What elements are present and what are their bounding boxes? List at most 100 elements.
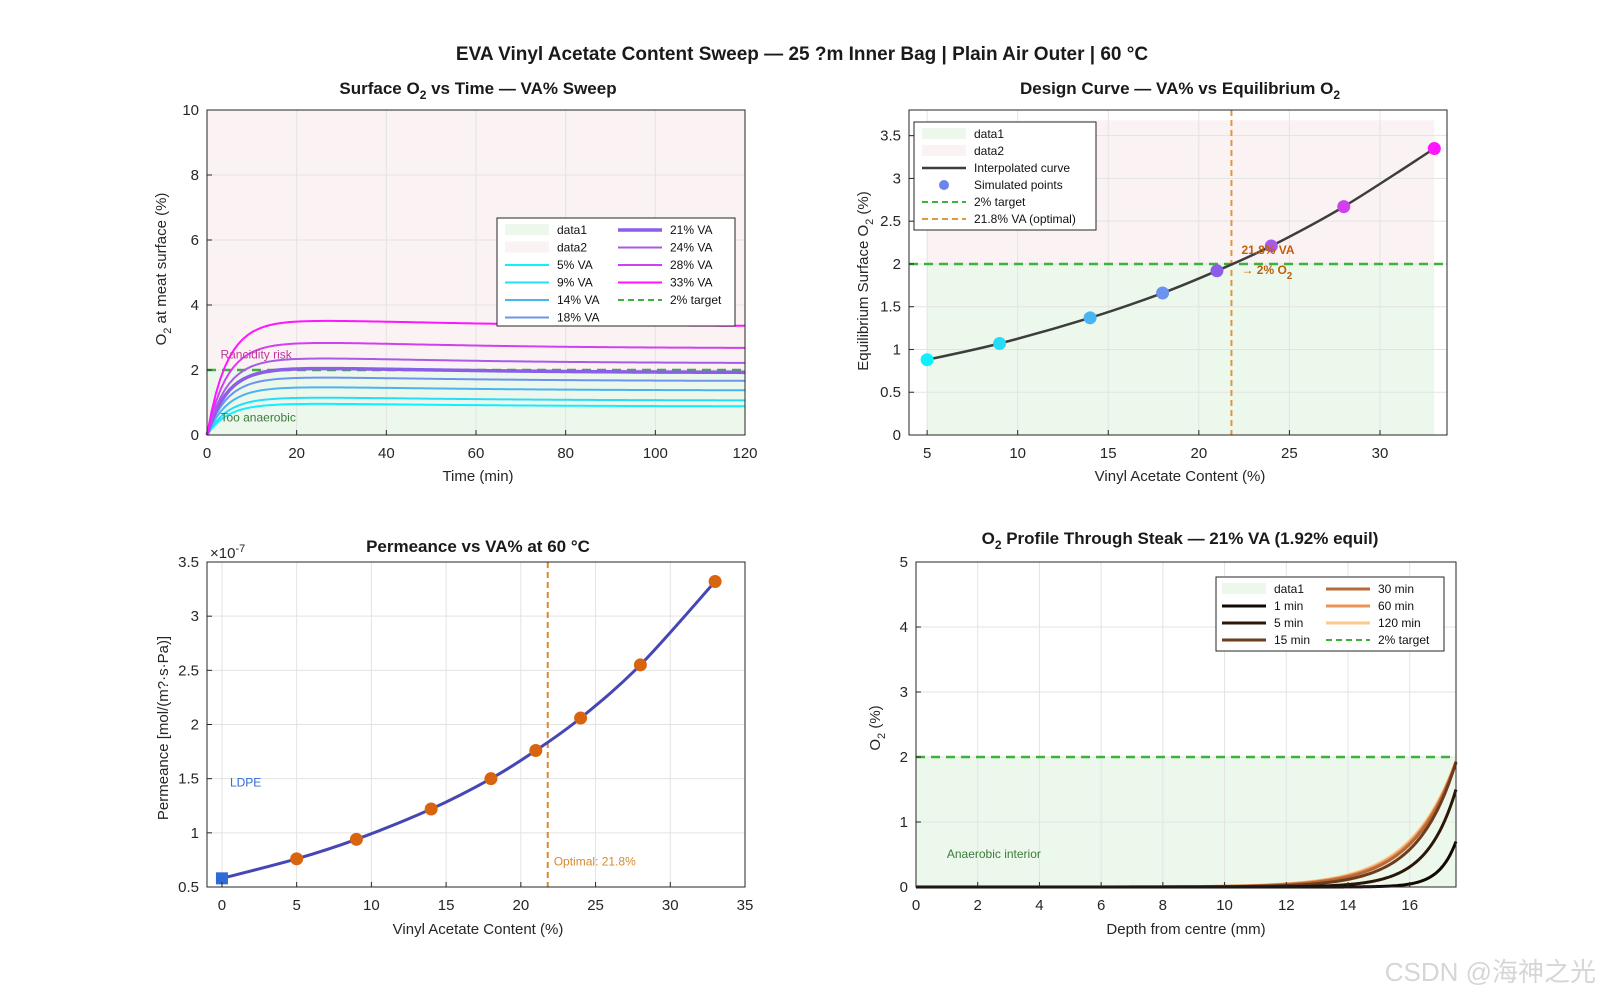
figure-suptitle: EVA Vinyl Acetate Content Sweep — 25 ?m … <box>456 44 1148 65</box>
p2-xtick-label: 20 <box>1190 445 1207 462</box>
p3-eva-point <box>349 832 363 846</box>
p4-title: O2 Profile Through Steak — 21% VA (1.92%… <box>982 529 1379 552</box>
p1-ytick-label: 2 <box>191 362 199 379</box>
p2-callout-subscript: 2 <box>1287 271 1293 282</box>
p2-legend-patch <box>922 128 966 139</box>
p2-xtick-label: 30 <box>1372 445 1389 462</box>
p2-legend-label: 2% target <box>974 195 1026 209</box>
p4-xlabel: Depth from centre (mm) <box>1106 921 1265 938</box>
p1-xtick-label: 20 <box>288 445 305 462</box>
p3-optimal-label: Optimal: 21.8% <box>554 854 636 868</box>
p4-xtick-label: 10 <box>1216 897 1233 914</box>
p2-simulated-point <box>920 353 934 367</box>
p4-axes-box <box>915 561 1457 888</box>
p4-legend-label: 120 min <box>1378 616 1421 630</box>
p2-title: Design Curve — VA% vs Equilibrium O2 <box>1020 79 1340 102</box>
p3-ytick-label: 1 <box>191 825 199 842</box>
p1-ytick-label: 0 <box>191 427 199 444</box>
p4-legend-label: data1 <box>1274 582 1304 596</box>
p1-legend-label: 18% VA <box>557 311 599 325</box>
panel-design-curve: Design Curve — VA% vs Equilibrium O2 21.… <box>855 79 1448 485</box>
p1-xlabel: Time (min) <box>442 468 513 485</box>
p1-legend-label: data2 <box>557 241 587 255</box>
p3-xtick-label: 10 <box>363 897 380 914</box>
p2-simulated-point <box>1156 286 1170 300</box>
p3-eva-point <box>424 802 438 816</box>
p1-legend-label: 24% VA <box>670 241 712 255</box>
p2-ytick-label: 1.5 <box>880 299 901 316</box>
p4-legend-patch <box>1222 583 1266 594</box>
p2-legend-label: Simulated points <box>974 178 1063 192</box>
p3-ldpe-marker <box>215 872 228 885</box>
p2-legend <box>913 121 1097 231</box>
p1-series-line <box>206 402 746 436</box>
p1-xtick-label: 100 <box>643 445 668 462</box>
p1-xtick-label: 40 <box>378 445 395 462</box>
p2-xlabel: Vinyl Acetate Content (%) <box>1095 468 1266 485</box>
p3-xtick-label: 25 <box>587 897 604 914</box>
p3-eva-point <box>574 711 588 725</box>
p1-annotation: Too anaerobic <box>220 410 295 424</box>
p1-legend-label: 21% VA <box>670 223 712 237</box>
watermark: CSDN @海神之光 <box>1385 957 1596 987</box>
p4-anaerobic-label: Anaerobic interior <box>947 847 1041 861</box>
p2-simulated-point <box>1210 264 1224 278</box>
p3-xtick-label: 5 <box>292 897 300 914</box>
p2-ytick-label: 3 <box>893 170 901 187</box>
p4-ytick-label: 0 <box>900 879 908 896</box>
p4-xtick-label: 16 <box>1401 897 1418 914</box>
p1-legend-label: 28% VA <box>670 258 712 272</box>
p3-ytick-label: 2 <box>191 717 199 734</box>
p3-ytick-label: 0.5 <box>178 879 199 896</box>
p4-legend-label: 2% target <box>1378 633 1430 647</box>
p4-ylabel: O2 (%) <box>867 705 888 750</box>
p2-legend-label: data2 <box>974 144 1004 158</box>
panel-o2-profile: O2 Profile Through Steak — 21% VA (1.92%… <box>867 529 1458 938</box>
p3-eva-point <box>484 772 498 786</box>
p2-ytick-label: 0.5 <box>880 384 901 401</box>
p3-xtick-label: 30 <box>662 897 679 914</box>
p4-ytick-label: 5 <box>900 554 908 571</box>
p3-xlabel: Vinyl Acetate Content (%) <box>393 921 564 938</box>
p4-xtick-label: 0 <box>912 897 920 914</box>
p3-permeance-curve <box>221 580 717 880</box>
p3-eva-point <box>708 575 722 588</box>
p2-legend-label: data1 <box>974 127 1004 141</box>
p4-xtick-label: 6 <box>1097 897 1105 914</box>
p4-xtick-label: 14 <box>1340 897 1357 914</box>
p3-eva-point <box>290 852 304 866</box>
p1-series-line <box>206 396 745 436</box>
p2-simulated-point <box>1264 239 1278 253</box>
p1-legend-label: 33% VA <box>670 276 712 290</box>
p2-legend-patch <box>922 145 966 156</box>
p3-xtick-label: 20 <box>512 897 529 914</box>
p2-legend-label: 21.8% VA (optimal) <box>974 212 1076 226</box>
p2-ytick-label: 2 <box>893 256 901 273</box>
p3-xtick-label: 15 <box>438 897 455 914</box>
p2-legend-label: Interpolated curve <box>974 161 1070 175</box>
p3-ytick-label: 3.5 <box>178 554 199 571</box>
p1-xtick-label: 60 <box>468 445 485 462</box>
p1-ylabel: O2 at meat surface (%) <box>153 193 174 346</box>
p2-simulated-point <box>1083 311 1097 325</box>
p3-ytick-label: 1.5 <box>178 771 199 788</box>
p3-exponent: ×10-7 <box>210 543 245 562</box>
panel-permeance-vs-va: Permeance vs VA% at 60 °C LDPE Optimal: 2… <box>155 537 753 938</box>
p1-legend-patch <box>505 241 549 253</box>
p1-series-line <box>206 386 746 436</box>
p3-title: Permeance vs VA% at 60 °C <box>366 537 590 556</box>
p2-axes-box <box>908 109 1448 436</box>
panel-surface-o2-vs-time: Surface O2 vs Time — VA% Sweep Rancidity… <box>153 79 758 485</box>
p2-callout-line1: 21.8% VA <box>1241 243 1294 257</box>
p2-simulated-point <box>1337 200 1351 214</box>
p2-xtick-label: 15 <box>1100 445 1117 462</box>
p2-ytick-label: 1 <box>893 341 901 358</box>
p4-legend-label: 15 min <box>1274 633 1310 647</box>
p4-xtick-label: 4 <box>1035 897 1043 914</box>
p3-ylabel: Permeance [mol/(m?·s·Pa)] <box>155 636 172 820</box>
p1-xtick-label: 0 <box>203 445 211 462</box>
p1-xtick-label: 80 <box>557 445 574 462</box>
p2-xtick-label: 5 <box>923 445 931 462</box>
p1-ytick-label: 6 <box>191 232 199 249</box>
